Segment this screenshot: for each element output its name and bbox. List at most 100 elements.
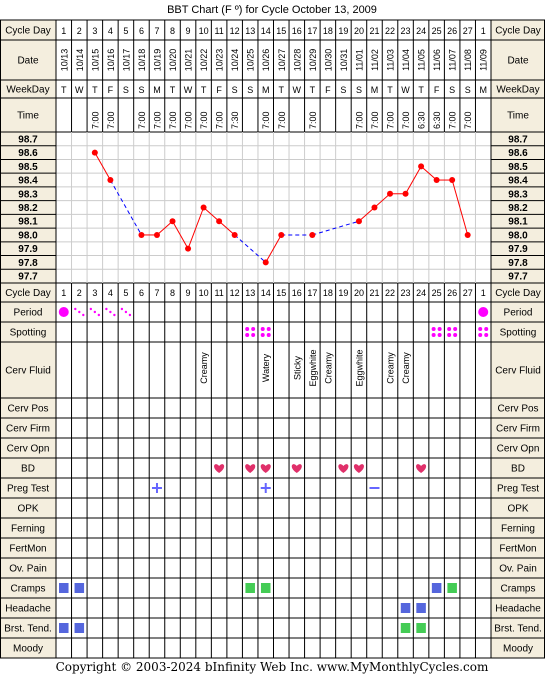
weekday-cell: M [262,85,270,95]
weekday-cell: F [434,85,440,95]
temp-tick-label-right: 98.5 [508,162,528,173]
temp-gap-segment [312,220,360,236]
temp-tick-label-left: 98.2 [18,203,38,214]
period-light-dot [128,313,132,317]
time-cell: 6:30 [417,111,427,129]
cycle-day-cell: 14 [261,26,271,36]
temp-point [138,231,145,238]
label-bg [491,98,545,132]
cramps-square [245,583,255,593]
cycle-day-cell: 16 [292,288,302,298]
cycle-day-cell: 26 [447,26,457,36]
spotting-dot [478,333,483,337]
date-cell: 10/21 [184,49,194,72]
weekday-cell: T [279,85,285,95]
date-cell: 11/02 [370,49,380,71]
row-label-fertmon-right: FertMon [499,544,536,555]
temp-gap-segment [109,179,142,236]
period-light-dot [97,313,101,317]
spotting-dot [260,327,265,331]
cycle-day-cell: 22 [385,288,395,298]
cycle-day-cell: 11 [214,26,223,36]
cycle-day-cell: 14 [261,288,271,298]
cycle-day-cell: 19 [338,288,348,298]
period-light-dot [113,313,116,317]
temp-tick-label-left: 97.9 [18,244,38,255]
label-bg [0,438,56,458]
weekday-cell: T [61,85,67,95]
cycle-day-cell: 15 [276,26,286,36]
temp-point [387,190,394,197]
label-bg [491,478,545,498]
weekday-cell: M [479,85,487,95]
label-bg [491,322,545,342]
temp-tick-label-right: 98.0 [508,230,528,241]
date-cell: 10/19 [152,49,162,72]
cycle-day-cell: 2 [77,288,82,298]
weekday-cell: W [293,85,302,95]
cycle-day-cell: 12 [230,288,240,298]
cycle-day-cell: 10 [199,288,209,298]
cycle-day-cell: 9 [186,26,191,36]
row-label-preg-test-right: Preg Test [497,484,539,495]
period-dot [58,307,69,317]
row-label-period-left: Period [14,308,43,319]
cycle-day-cell: 4 [108,26,113,36]
spotting-dot [251,333,256,337]
cycle-day-cell: 27 [463,26,473,36]
cycle-day-cell: 11 [214,288,223,298]
date-cell: 11/05 [417,49,427,71]
date-cell: 10/24 [230,49,240,72]
copyright-text: Copyright © 2003-2024 bInfinity Web Inc.… [56,660,489,674]
row-label-headache-right: Headache [495,604,541,615]
label-bg [0,98,56,132]
period-dot [478,307,489,317]
weekday-cell: S [449,85,455,95]
label-bg [491,578,545,598]
cycle-day-cell: 10 [199,26,209,36]
label-bg [0,418,56,438]
cycle-day-cell: 13 [245,26,255,36]
cycle-day-cell: 13 [245,288,255,298]
label-bg [491,638,545,658]
cycle-day-cell: 16 [292,26,302,36]
label-bg [491,302,545,322]
row-label-cerv-pos-right: Cerv Pos [497,404,538,415]
label-bg [0,598,56,618]
label-bg [491,20,545,40]
bd-heart-icon [260,464,271,473]
temp-tick-label-right: 98.2 [508,203,528,214]
weekday-cell: S [356,85,362,95]
cycle-day-cell: 25 [432,26,442,36]
weekday-cell: T [310,85,316,95]
date-cell: 10/15 [90,49,100,72]
cycle-day-cell: 23 [401,288,411,298]
cycle-day-cell: 7 [154,288,159,298]
date-cell: 11/03 [386,49,396,71]
date-cell: 10/18 [137,49,147,72]
temp-point [185,245,192,252]
period-light-dot [109,310,112,314]
cerv-fluid-cell: Sticky [292,356,302,381]
temp-line-segment [156,220,173,236]
time-cell: 7:00 [152,111,162,129]
label-bg [0,638,56,658]
period-light-dot [74,307,77,311]
cycle-day-cell: 20 [354,288,364,298]
cycle-day-cell: 1 [481,26,486,36]
row-label-cerv-firm-right: Cerv Firm [496,424,540,435]
weekday-cell: T [92,85,98,95]
spotting-dot [484,333,489,337]
row-label-cramps-right: Cramps [500,584,535,595]
temp-point [262,259,269,266]
date-cell: 10/31 [339,49,349,72]
weekday-cell: T [418,85,424,95]
time-cell: 7:00 [308,111,318,129]
temp-gap-segment [234,234,267,263]
brst-tend-square [416,623,426,633]
period-light-dot [124,310,128,314]
row-label-brst-tend-right: Brst. Tend. [494,624,542,635]
cerv-fluid-cell: Eggwhite [354,349,364,386]
row-label-moody-right: Moody [503,644,533,655]
cycle-day-cell: 6 [139,288,144,298]
